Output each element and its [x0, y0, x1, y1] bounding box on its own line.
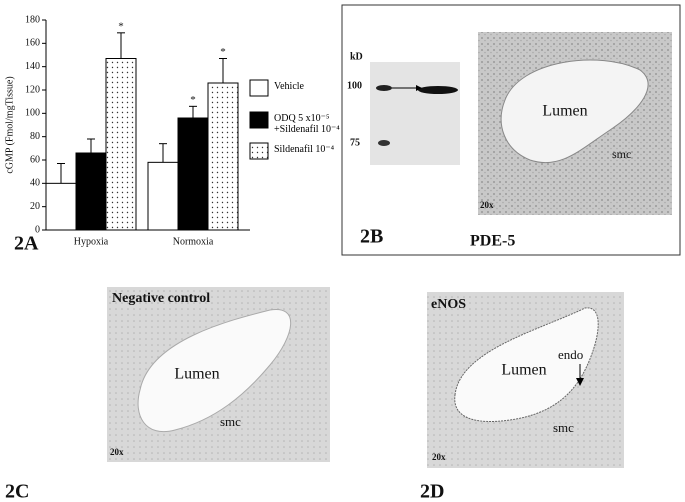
smc-label: smc: [612, 147, 631, 161]
y-tick-label: 20: [30, 201, 40, 212]
panel-title: eNOS: [431, 297, 466, 312]
legend-label: ODQ 5 x10⁻⁵ +Sildenafil 10⁻⁴: [274, 113, 340, 135]
significance: *: [118, 20, 124, 32]
lumen-label: Lumen: [501, 362, 546, 379]
legend-label: Sildenafil 10⁻⁴: [274, 144, 335, 155]
panel-label: 2D: [420, 481, 444, 502]
y-tick-label: 180: [25, 14, 40, 25]
caption: PDE-5: [470, 233, 515, 250]
lumen-label: Lumen: [174, 366, 219, 383]
x-tick-label: Hypoxia: [74, 236, 109, 247]
arrow-head: [576, 378, 584, 386]
band: [378, 140, 390, 146]
magnification: 20x: [110, 447, 124, 457]
endo-label: endo: [558, 347, 583, 362]
western-blot: [370, 62, 460, 165]
magnification: 20x: [432, 452, 446, 462]
y-tick-label: 140: [25, 61, 40, 72]
lumen-label: Lumen: [542, 103, 587, 120]
legend-swatch: [249, 111, 269, 129]
bar: [45, 182, 77, 231]
band: [418, 86, 458, 94]
smc-label: smc: [553, 420, 574, 435]
legend-label: Vehicle: [274, 81, 304, 92]
y-tick-label: 120: [25, 84, 40, 95]
x-tick-label: Normoxia: [173, 236, 214, 247]
panel-label: 2C: [5, 481, 29, 502]
y-tick-label: 0: [35, 224, 40, 235]
lumen: [500, 59, 649, 164]
marker-label: 100: [347, 80, 362, 91]
y-axis-label: cGMP (Fmol/mgTissue): [4, 76, 15, 173]
band: [376, 85, 392, 91]
bar: [105, 58, 137, 231]
legend-swatch: [249, 79, 269, 97]
bar: [147, 161, 179, 231]
bar: [207, 82, 239, 231]
arrow-head: [416, 85, 422, 91]
legend-swatch: [249, 142, 269, 160]
bar: [177, 117, 209, 231]
significance: *: [220, 46, 226, 58]
magnification: 20x: [480, 200, 494, 210]
bar: [75, 152, 107, 231]
y-tick-label: 60: [30, 154, 40, 165]
kd-label: kD: [350, 51, 363, 62]
y-tick-label: 100: [25, 108, 40, 119]
lumen: [454, 307, 599, 423]
smc-label: smc: [220, 414, 241, 429]
y-tick-label: 80: [30, 131, 40, 142]
marker-label: 75: [350, 137, 360, 148]
panel-title: Negative control: [112, 291, 210, 306]
panel-label: 2A: [14, 233, 39, 255]
y-tick-label: 160: [25, 38, 40, 49]
panel-label: 2B: [360, 226, 383, 248]
lumen: [137, 309, 292, 432]
panel-frame: [341, 4, 681, 256]
significance: *: [190, 94, 196, 106]
y-tick-label: 40: [30, 178, 40, 189]
